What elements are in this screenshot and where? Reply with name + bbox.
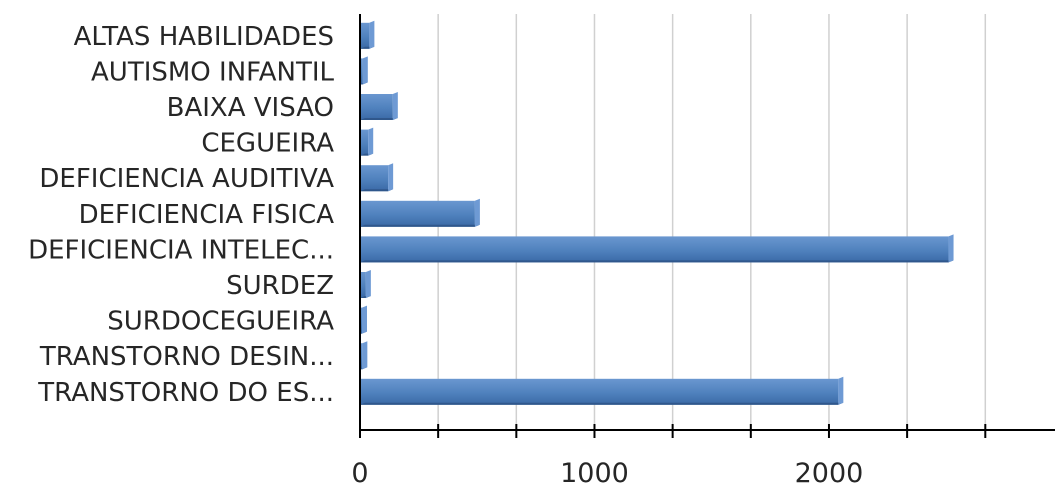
bar (360, 56, 368, 85)
x-tick-label: 0 (351, 458, 368, 489)
bar-face (360, 378, 839, 405)
bar-bottom (360, 402, 844, 405)
category-label: CEGUEIRA (201, 129, 334, 159)
bar-side (388, 163, 394, 192)
bar-side (392, 92, 398, 120)
bar-side (362, 305, 367, 334)
category-label: SURDEZ (226, 271, 334, 301)
bar (360, 376, 844, 405)
category-label: DEFICIENCIA AUDITIVA (39, 164, 334, 194)
category-labels: ALTAS HABILIDADES AUTISMO INFANTIL BAIXA V… (28, 22, 334, 408)
bar-face (360, 343, 363, 370)
bar-side (362, 341, 368, 370)
bar (360, 305, 367, 334)
bar (360, 163, 394, 192)
bar-side (838, 376, 844, 405)
bar-bottom (360, 118, 398, 120)
bar-face (360, 272, 366, 298)
bar (360, 234, 954, 263)
bar (360, 198, 480, 227)
bar-face (360, 236, 949, 263)
category-label: SURDOCEGUEIRA (107, 307, 334, 337)
category-label: DEFICIENCIA FISICA (79, 200, 335, 230)
x-tick-label: 2000 (795, 458, 864, 489)
gridlines (437, 14, 987, 430)
bar-face (360, 58, 363, 85)
bar-face (360, 22, 370, 49)
bar (360, 270, 371, 298)
bar (360, 92, 398, 120)
category-label: DEFICIENCIA INTELEC... (28, 235, 334, 265)
bar-side (474, 198, 480, 227)
bar (360, 127, 374, 156)
x-axis (359, 14, 1055, 438)
category-label: TRANSTORNO DO ES... (37, 378, 334, 408)
tick-labels: 0 1000 2000 (351, 458, 863, 489)
bar-face (360, 165, 389, 192)
bar-bottom (360, 260, 954, 263)
bar-face (360, 200, 475, 227)
bar-side (369, 20, 375, 49)
category-label: ALTAS HABILIDADES (74, 22, 334, 52)
bars (360, 20, 954, 405)
category-label: BAIXA VISAO (167, 93, 334, 123)
bar-face (360, 129, 369, 156)
bar-side (365, 270, 371, 298)
bar-side (948, 234, 954, 263)
bar-bottom (360, 224, 480, 227)
bar-bottom (360, 189, 394, 192)
bar-face (360, 94, 393, 120)
category-label: TRANSTORNO DESIN... (39, 342, 334, 372)
bar-side (362, 56, 368, 85)
x-tick-label: 1000 (560, 458, 629, 489)
bar (360, 20, 375, 49)
bar-side (368, 127, 374, 156)
bar (360, 341, 368, 370)
category-label: AUTISMO INFANTIL (91, 57, 335, 87)
